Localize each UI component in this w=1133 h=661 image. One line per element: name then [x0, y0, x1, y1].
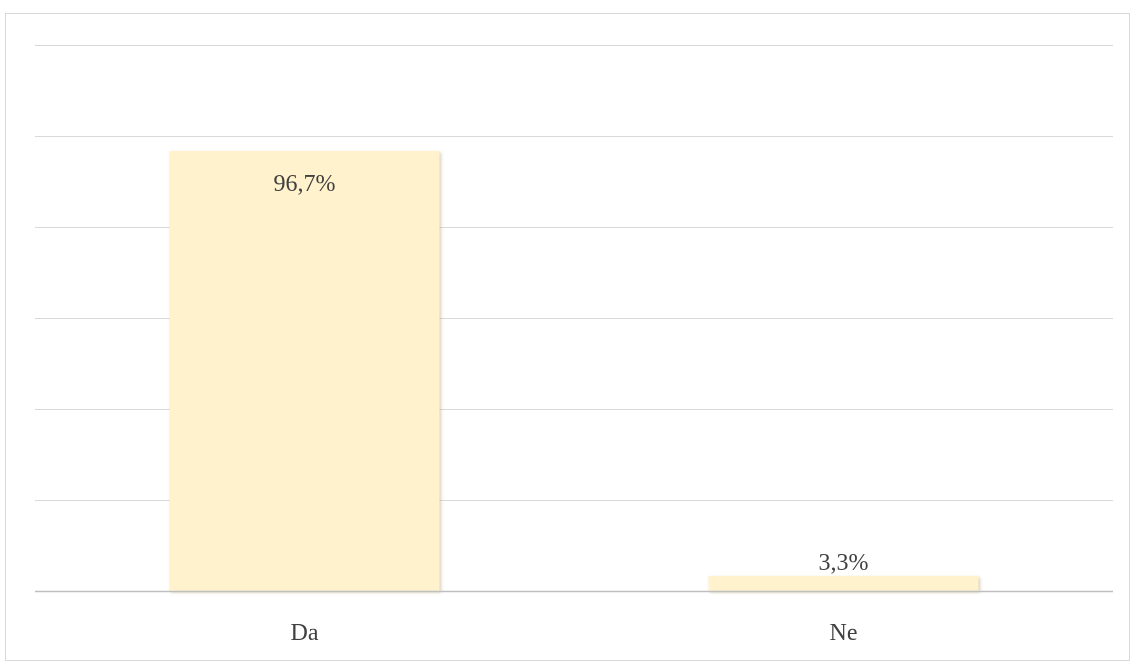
data-label-da: 96,7% — [274, 171, 336, 197]
data-labels: 96,7% 3,3% — [274, 171, 869, 576]
x-axis: Da Ne — [35, 590, 1113, 646]
bar-ne — [708, 575, 979, 591]
bar-da — [169, 151, 440, 591]
x-tick-label-ne: Ne — [830, 620, 858, 646]
data-label-ne: 3,3% — [819, 550, 869, 576]
x-tick-label-da: Da — [291, 620, 319, 646]
bars — [169, 151, 979, 591]
